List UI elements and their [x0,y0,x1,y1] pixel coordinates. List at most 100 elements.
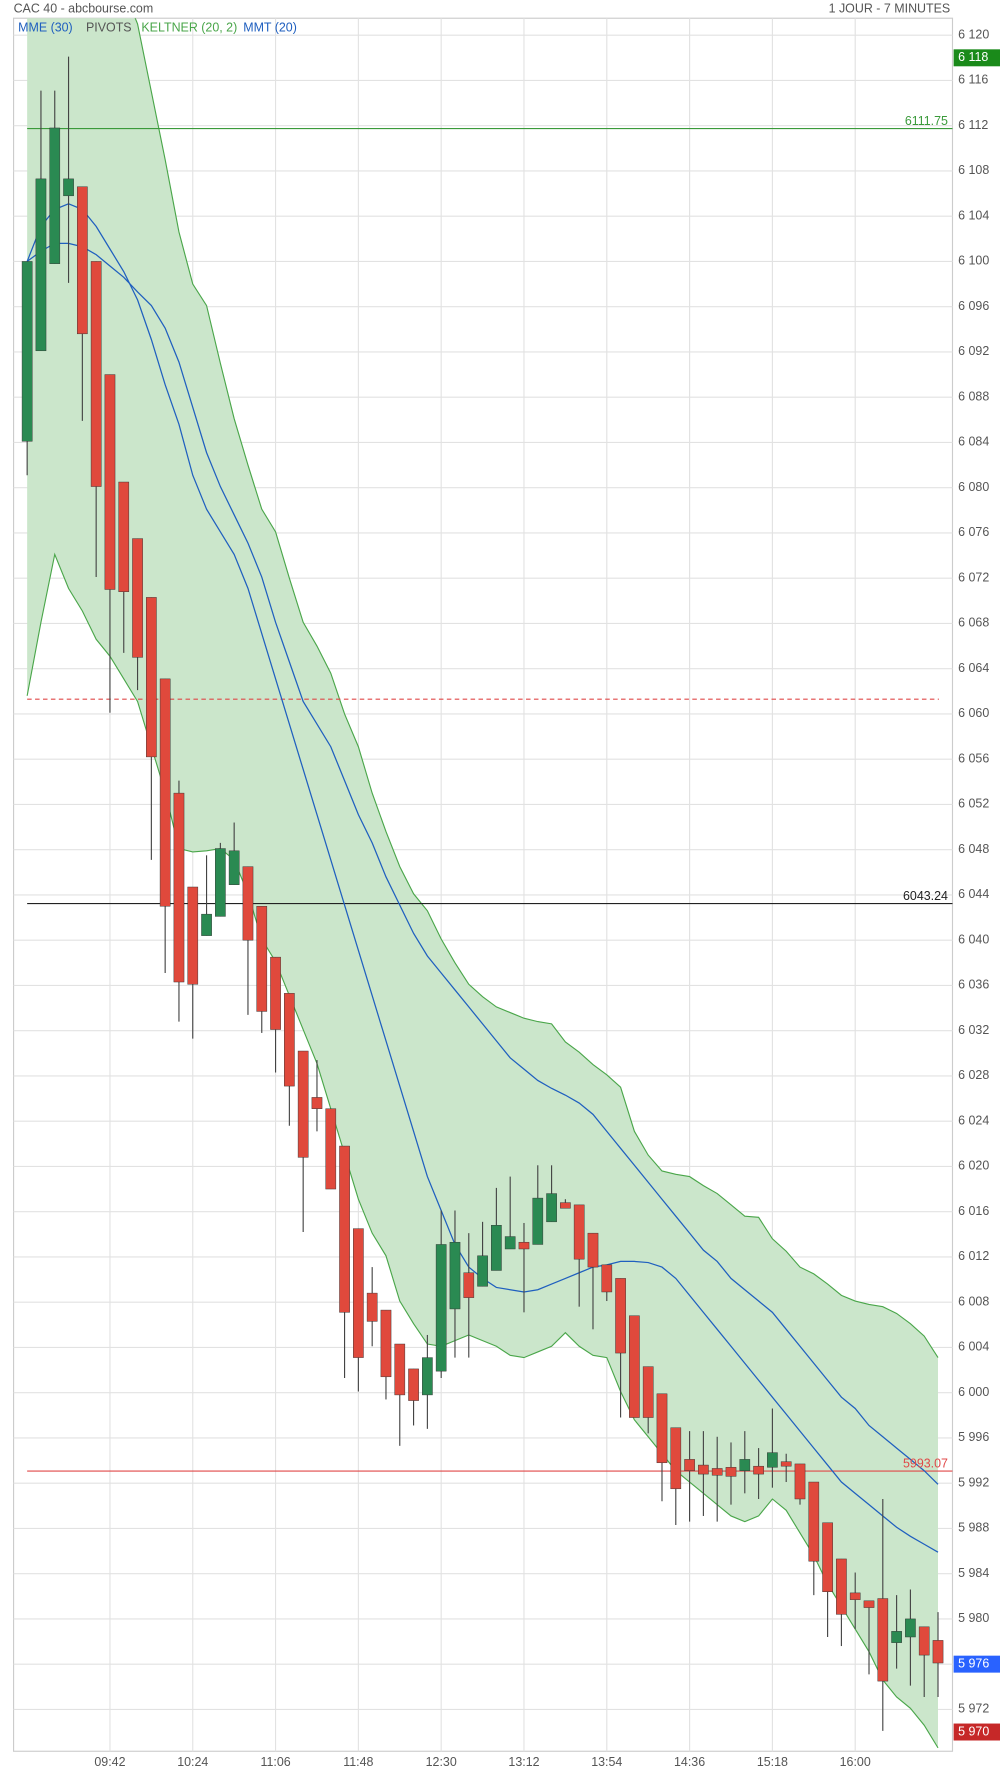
candle-body [767,1452,778,1468]
candle-body [739,1459,751,1471]
candle-body [518,1241,530,1250]
x-tick-label: 15:18 [757,1755,788,1769]
y-tick-label: 6 016 [958,1204,989,1218]
candle-body [477,1255,488,1287]
candle-body [173,792,185,983]
candle-body [201,913,212,936]
y-tick-label: 5 980 [958,1611,989,1625]
y-tick-label: 6 048 [958,842,989,856]
candle-body [270,956,281,1030]
keltner-upper [134,18,939,1358]
y-tick-label: 6 056 [958,751,989,765]
candle-body [380,1309,392,1378]
candle-body [863,1600,875,1608]
y-tick-label: 6 032 [958,1023,989,1037]
x-tick-label: 14:36 [674,1755,705,1769]
price-tag-label: 5 970 [958,1724,989,1738]
y-tick-label: 5 972 [958,1702,989,1716]
y-tick-label: 5 992 [958,1475,989,1489]
y-tick-label: 6 060 [958,706,989,720]
y-tick-label: 6 104 [958,208,989,222]
candle-body [573,1204,585,1260]
candle-body [463,1272,475,1298]
candle-body [90,261,102,487]
y-tick-label: 6 116 [958,73,988,87]
candle-body [491,1225,502,1271]
x-tick-label: 09:42 [94,1755,125,1769]
pivot-label: 6111.75 [905,114,948,128]
candle-body [560,1202,571,1209]
keltner-fill [27,18,939,1748]
candle-body [21,261,33,442]
y-tick-label: 6 024 [958,1113,989,1127]
price-tag [953,49,1000,67]
candle-body [311,1097,323,1109]
x-tick-label: 11:48 [343,1755,373,1769]
legend-entry: PIVOTS [86,21,132,35]
price-tag-label: 6 118 [958,50,988,64]
candle-body [63,178,74,197]
candle-body [670,1427,682,1490]
candle-body [504,1236,516,1250]
candle-body [711,1468,723,1476]
candle-body [256,906,268,1012]
candle-body [684,1459,695,1471]
price-tag [953,1723,1000,1741]
candle-body [587,1232,599,1268]
y-tick-label: 6 012 [958,1249,989,1263]
y-tick-label: 6 080 [958,480,989,494]
candle-body [532,1197,544,1245]
y-tick-label: 6 092 [958,344,989,358]
pivot-label: 6043.24 [903,889,948,903]
candle-body [629,1315,640,1418]
candle-body [905,1618,916,1638]
y-tick-label: 6 096 [958,299,989,313]
legend-entry: KELTNER (20, 2) [141,21,237,35]
candle-body [449,1241,461,1310]
candle-body [353,1228,364,1358]
candle-body [35,178,47,352]
y-tick-label: 6 068 [958,616,989,630]
candle-body [118,481,130,592]
legend-entry: MME (30) [18,21,73,35]
candle-body [49,127,61,264]
candle-body [725,1467,737,1477]
candle-body [780,1461,792,1467]
candle-body [284,993,295,1087]
candle-body [228,850,240,885]
candle-body [918,1626,930,1656]
candle-body [394,1343,406,1396]
candle-body [159,678,171,907]
pivot-label: 5993.07 [903,1457,948,1471]
candle-body [836,1558,847,1615]
y-tick-label: 6 064 [958,661,989,675]
legend-entry: MMT (20) [243,21,297,35]
y-tick-label: 6 100 [958,254,989,268]
candle-body [877,1598,889,1682]
y-tick-label: 6 112 [958,118,988,132]
candle-body [642,1366,654,1418]
moving-average [26,242,939,1485]
candle-body [753,1465,764,1475]
chart-subtitle: 1 JOUR - 7 MINUTES [829,1,951,15]
y-tick-label: 5 988 [958,1521,989,1535]
y-tick-label: 5 984 [958,1566,989,1580]
candle-body [546,1193,557,1223]
candle-body [297,1050,309,1158]
candle-body [104,374,116,590]
y-tick-label: 6 120 [958,27,989,41]
y-tick-label: 6 004 [958,1340,989,1354]
y-tick-label: 6 108 [958,163,989,177]
y-tick-label: 6 000 [958,1385,989,1399]
y-tick-label: 6 028 [958,1068,989,1082]
y-tick-label: 6 088 [958,389,989,403]
axes: 6 120 6 116 6 112 6 108 6 104 6 100 6 096 6 092… [94,27,1000,1769]
candle-body [822,1522,833,1592]
y-tick-label: 5 996 [958,1430,989,1444]
y-tick-label: 6 076 [958,525,989,539]
candle-body [132,538,143,658]
candle-body [698,1464,709,1475]
y-tick-label: 6 036 [958,978,989,992]
y-tick-label: 6 040 [958,932,989,946]
